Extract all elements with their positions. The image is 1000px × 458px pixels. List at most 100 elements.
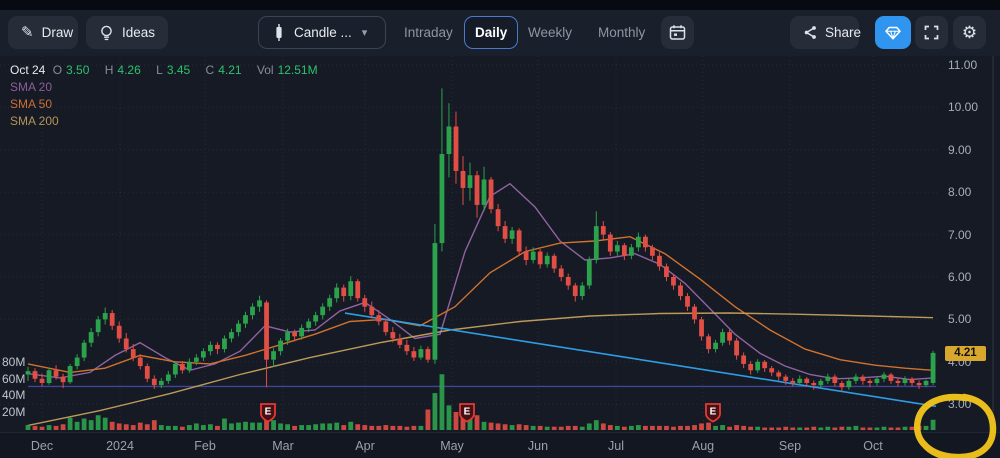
- candle-body: [930, 352, 936, 383]
- draw-button[interactable]: ✎ Draw: [8, 16, 78, 49]
- candle-body: [264, 302, 269, 360]
- candle-body: [467, 175, 473, 188]
- volume-bar: [432, 393, 438, 430]
- volume-bar: [537, 425, 543, 430]
- chart-type-dropdown[interactable]: Candle ... ▾: [258, 16, 386, 49]
- candle-body: [39, 378, 45, 383]
- candle-body: [404, 344, 410, 352]
- candle-body: [635, 236, 641, 248]
- trendline-drawing[interactable]: [344, 312, 937, 408]
- volume-bar: [39, 426, 45, 430]
- time-axis[interactable]: Dec 2024 Feb Mar Apr May Jun Jul Aug Sep Oct: [0, 432, 1000, 458]
- candle-body: [376, 315, 382, 322]
- candle-body: [229, 332, 234, 339]
- candle-body: [509, 230, 515, 239]
- volume-bar: [650, 425, 655, 430]
- volume-bar: [502, 424, 508, 430]
- candle-body: [439, 154, 445, 244]
- volume-bar: [586, 423, 592, 430]
- volume-bar: [579, 426, 585, 430]
- sma20-legend[interactable]: SMA 20: [10, 80, 53, 94]
- sma50-line[interactable]: [27, 235, 934, 374]
- candle-body: [95, 319, 101, 333]
- volume-bar: [292, 425, 298, 430]
- sma200-line[interactable]: [27, 312, 934, 427]
- volume-bar: [32, 425, 38, 430]
- candle-body: [797, 378, 803, 383]
- candle-body: [25, 371, 31, 375]
- volume-bar: [474, 415, 480, 430]
- volume-bar: [355, 424, 361, 430]
- settings-button[interactable]: ⚙: [953, 16, 986, 49]
- ideas-button[interactable]: Ideas: [86, 16, 168, 49]
- earnings-badge[interactable]: E: [260, 403, 276, 423]
- month-tick-label: Sep: [778, 439, 802, 453]
- candle-body: [755, 361, 761, 371]
- volume-bar: [453, 411, 459, 430]
- high-value: 4.26: [117, 63, 141, 77]
- candle-body: [832, 376, 838, 383]
- candle-body: [474, 175, 480, 205]
- volume-bar: [362, 425, 368, 430]
- premium-gem-button[interactable]: [875, 16, 911, 49]
- earnings-shield-icon: [459, 403, 475, 423]
- candle-body: [916, 383, 922, 386]
- sma50-legend[interactable]: SMA 50: [10, 97, 53, 111]
- open-value: 3.50: [66, 63, 90, 77]
- share-button[interactable]: Share: [790, 16, 861, 49]
- date-range-button[interactable]: [661, 16, 694, 49]
- volume-bar: [390, 425, 396, 430]
- candlestick-icon: [272, 24, 286, 41]
- volume-bar: [671, 426, 676, 430]
- volume-bar: [860, 427, 866, 430]
- candle-body: [902, 378, 908, 383]
- candle-body: [811, 383, 817, 386]
- gear-icon: ⚙: [961, 23, 978, 42]
- candle-body: [783, 376, 789, 381]
- volume-bar: [320, 423, 326, 430]
- candle-body: [839, 383, 845, 388]
- candle-body: [657, 255, 662, 267]
- readout-date: Oct 24: [10, 63, 46, 77]
- volume-bar: [832, 427, 838, 430]
- candle-body: [250, 306, 255, 316]
- volume-bar: [867, 427, 873, 430]
- candle-body: [720, 332, 725, 343]
- volume-tick-label: 60M: [2, 371, 26, 386]
- earnings-badge[interactable]: E: [459, 403, 475, 423]
- tab-intraday[interactable]: Intraday: [394, 16, 463, 49]
- candle-body: [643, 236, 648, 248]
- tab-monthly[interactable]: Monthly: [588, 16, 655, 49]
- earnings-badge-label: E: [464, 407, 471, 418]
- candle-body: [271, 351, 276, 360]
- sma200-legend[interactable]: SMA 200: [10, 114, 59, 128]
- volume-bar: [902, 426, 908, 430]
- candle-body: [481, 179, 487, 205]
- candle-body: [179, 363, 185, 371]
- volume-bar: [628, 425, 634, 430]
- earnings-badge[interactable]: E: [705, 403, 721, 423]
- candle-body: [853, 376, 859, 381]
- fullscreen-button[interactable]: [915, 16, 948, 49]
- candle-body: [172, 363, 178, 375]
- chart-type-label: Candle ...: [294, 25, 352, 40]
- lightbulb-icon: [99, 25, 114, 41]
- candle-body: [144, 366, 150, 379]
- candle-body: [411, 351, 417, 358]
- volume-bar: [74, 421, 80, 430]
- tab-daily[interactable]: Daily: [464, 16, 519, 49]
- tab-weekly[interactable]: Weekly: [518, 16, 582, 49]
- volume-bar: [208, 424, 213, 430]
- vol-value: 12.51M: [277, 63, 318, 77]
- volume-bar: [930, 419, 936, 430]
- volume-bar: [811, 426, 817, 430]
- volume-bar: [95, 415, 101, 430]
- volume-bar: [123, 424, 129, 430]
- chart-toolbar: ✎ Draw Ideas Candle ... ▾ Intraday Daily…: [0, 10, 1000, 56]
- volume-bar: [151, 420, 157, 430]
- volume-bar: [481, 421, 487, 430]
- volume-bar: [678, 425, 683, 430]
- candle-body: [790, 380, 796, 383]
- volume-bar: [334, 422, 340, 430]
